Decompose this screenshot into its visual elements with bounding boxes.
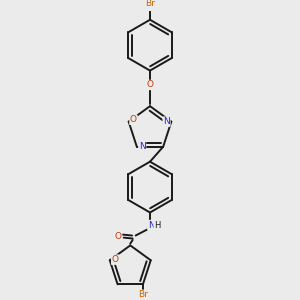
Text: N: N: [148, 220, 154, 230]
Text: Br: Br: [145, 0, 155, 8]
Text: N: N: [163, 117, 170, 126]
Text: Br: Br: [138, 290, 148, 299]
Text: H: H: [154, 221, 161, 230]
Text: O: O: [130, 116, 137, 124]
Text: O: O: [112, 255, 119, 264]
Text: O: O: [146, 80, 154, 89]
Text: N: N: [139, 142, 146, 151]
Text: O: O: [114, 232, 121, 241]
